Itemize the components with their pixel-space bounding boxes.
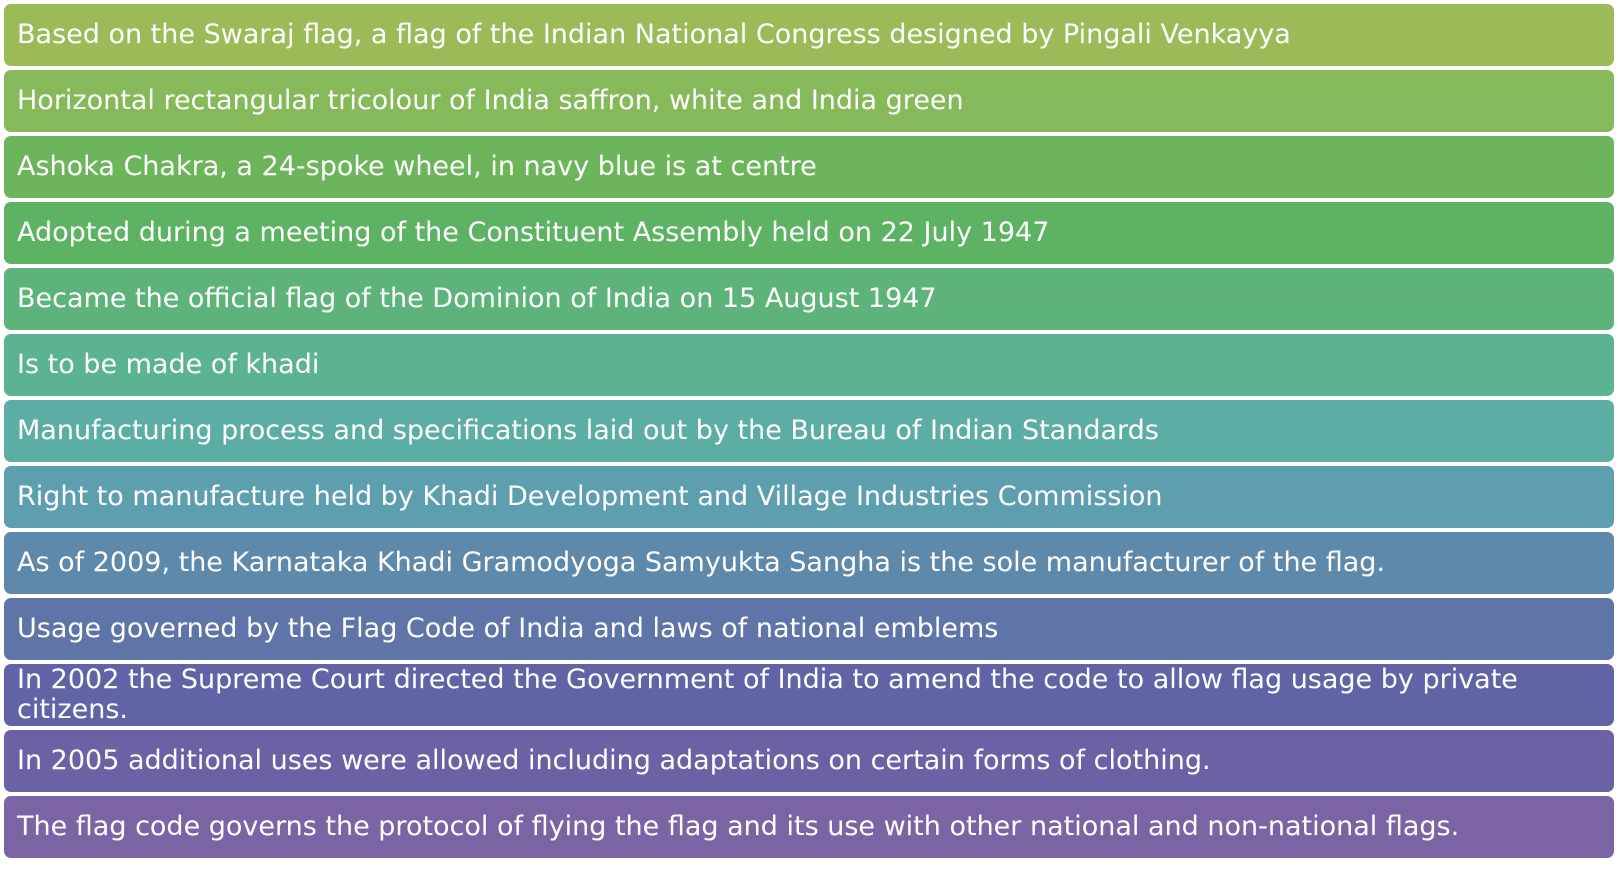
fact-text-2: Horizontal rectangular tricolour of Indi… (17, 85, 964, 116)
fact-text-13: The flag code governs the protocol of fl… (17, 811, 1460, 842)
fact-text-12: In 2005 additional uses were allowed inc… (17, 745, 1211, 776)
fact-bar-6: Is to be made of khadi (4, 334, 1614, 396)
fact-bar-2: Horizontal rectangular tricolour of Indi… (4, 70, 1614, 132)
fact-text-7: Manufacturing process and specifications… (17, 415, 1159, 446)
fact-text-1: Based on the Swaraj flag, a flag of the … (17, 19, 1291, 50)
fact-bar-1: Based on the Swaraj flag, a flag of the … (4, 4, 1614, 66)
fact-bar-3: Ashoka Chakra, a 24-spoke wheel, in navy… (4, 136, 1614, 198)
fact-text-8: Right to manufacture held by Khadi Devel… (17, 481, 1163, 512)
fact-bar-12: In 2005 additional uses were allowed inc… (4, 730, 1614, 792)
fact-text-3: Ashoka Chakra, a 24-spoke wheel, in navy… (17, 151, 817, 182)
fact-text-10: Usage governed by the Flag Code of India… (17, 613, 999, 644)
fact-bar-4: Adopted during a meeting of the Constitu… (4, 202, 1614, 264)
fact-text-6: Is to be made of khadi (17, 349, 320, 380)
fact-bar-11: In 2002 the Supreme Court directed the G… (4, 664, 1614, 726)
fact-bar-8: Right to manufacture held by Khadi Devel… (4, 466, 1614, 528)
fact-bar-9: As of 2009, the Karnataka Khadi Gramodyo… (4, 532, 1614, 594)
fact-bar-7: Manufacturing process and specifications… (4, 400, 1614, 462)
fact-text-9: As of 2009, the Karnataka Khadi Gramodyo… (17, 547, 1386, 578)
fact-bar-13: The flag code governs the protocol of fl… (4, 796, 1614, 858)
fact-text-5: Became the official flag of the Dominion… (17, 283, 937, 314)
fact-bar-10: Usage governed by the Flag Code of India… (4, 598, 1614, 660)
fact-bar-5: Became the official flag of the Dominion… (4, 268, 1614, 330)
fact-text-11: In 2002 the Supreme Court directed the G… (17, 664, 1518, 725)
fact-text-4: Adopted during a meeting of the Constitu… (17, 217, 1050, 248)
